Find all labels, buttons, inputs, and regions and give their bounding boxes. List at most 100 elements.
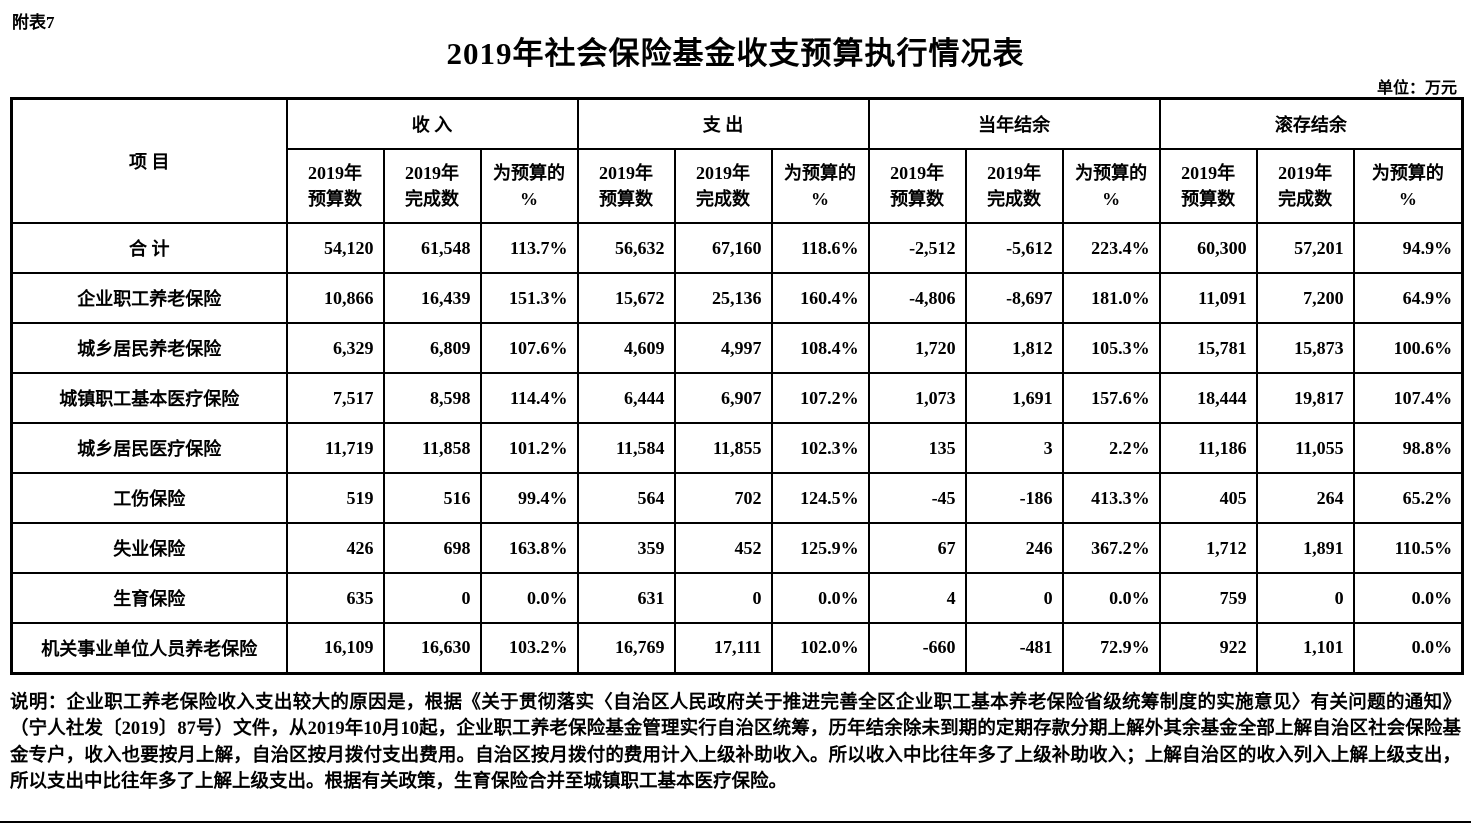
value-cell: 3 (964, 422, 1064, 474)
value-cell: 698 (382, 522, 482, 574)
value-cell: 17,111 (673, 622, 773, 674)
value-cell: 516 (382, 472, 482, 524)
column-group-current-year-balance: 当年结余 (867, 97, 1161, 150)
value-cell: 94.9% (1352, 222, 1464, 274)
value-cell: 19,817 (1255, 372, 1355, 424)
value-cell: 631 (576, 572, 676, 624)
table-row: 生育保险 635 0 0.0% 631 0 0.0% 4 0 0.0% 759 0 0.0% (10, 572, 1464, 624)
value-cell: 107.6% (479, 322, 579, 374)
subcol-label-line1: 2019年 (1181, 162, 1236, 183)
subcol-label-line1: 2019年 (890, 162, 945, 183)
subcol-label-line1: 2019年 (987, 162, 1042, 183)
value-cell: 1,712 (1158, 522, 1258, 574)
row-label: 城镇职工基本医疗保险 (10, 372, 288, 424)
value-cell: 108.4% (770, 322, 870, 374)
value-cell: 100.6% (1352, 322, 1464, 374)
value-cell: 98.8% (1352, 422, 1464, 474)
value-cell: 60,300 (1158, 222, 1258, 274)
subcol-expenditure-budget: 2019年 预算数 (576, 148, 676, 224)
value-cell: 125.9% (770, 522, 870, 574)
value-cell: 107.4% (1352, 372, 1464, 424)
value-cell: 16,769 (576, 622, 676, 674)
value-cell: 99.4% (479, 472, 579, 524)
subcol-rollover-balance-percent-of-budget: 为预算的% (1352, 148, 1464, 224)
value-cell: -5,612 (964, 222, 1064, 274)
value-cell: 67 (867, 522, 967, 574)
value-cell: 0 (964, 572, 1064, 624)
table-row: 机关事业单位人员养老保险 16,109 16,630 103.2% 16,769 17,1… (10, 622, 1464, 674)
value-cell: 18,444 (1158, 372, 1258, 424)
value-cell: 7,200 (1255, 272, 1355, 324)
subcol-expenditure-completed: 2019年 完成数 (673, 148, 773, 224)
value-cell: 0.0% (1352, 622, 1464, 674)
value-cell: 102.0% (770, 622, 870, 674)
value-cell: -8,697 (964, 272, 1064, 324)
subcol-label-line1: 2019年 (308, 162, 362, 183)
subcol-label-line1: 2019年 (405, 162, 459, 183)
value-cell: 61,548 (382, 222, 482, 274)
value-cell: 6,809 (382, 322, 482, 374)
value-cell: 759 (1158, 572, 1258, 624)
table-row: 工伤保险 519 516 99.4% 564 702 124.5% -45 -186 413.3%… (10, 472, 1464, 524)
value-cell: 1,891 (1255, 522, 1355, 574)
value-cell: 11,186 (1158, 422, 1258, 474)
value-cell: 118.6% (770, 222, 870, 274)
value-cell: 413.3% (1061, 472, 1161, 524)
subcol-label-line2: % (1102, 189, 1121, 209)
subcol-rollover-balance-completed: 2019年 完成数 (1255, 148, 1355, 224)
table-row: 城乡居民医疗保险 11,719 11,858 101.2% 11,584 11,855 10… (10, 422, 1464, 474)
value-cell: 16,439 (382, 272, 482, 324)
value-cell: -2,512 (867, 222, 967, 274)
value-cell: 105.3% (1061, 322, 1161, 374)
value-cell: 7,517 (285, 372, 385, 424)
subcol-current-year-balance-completed: 2019年 完成数 (964, 148, 1064, 224)
row-label: 城乡居民养老保险 (10, 322, 288, 374)
value-cell: 1,101 (1255, 622, 1355, 674)
value-cell: 15,781 (1158, 322, 1258, 374)
table-row: 失业保险 426 698 163.8% 359 452 125.9% 67 246 367.2% 1… (10, 522, 1464, 574)
column-group-rollover-balance: 滚存结余 (1158, 97, 1464, 150)
subcol-label-line1: 为预算的 (784, 162, 857, 183)
value-cell: 1,812 (964, 322, 1064, 374)
subcol-label-line2: % (1398, 189, 1417, 209)
value-cell: 1,720 (867, 322, 967, 374)
subcol-label-line2: 预算数 (1181, 189, 1236, 209)
subcol-income-budget: 2019年 预算数 (285, 148, 385, 224)
value-cell: 519 (285, 472, 385, 524)
row-label: 生育保险 (10, 572, 288, 624)
value-cell: 113.7% (479, 222, 579, 274)
value-cell: 0 (382, 572, 482, 624)
value-cell: -45 (867, 472, 967, 524)
value-cell: 922 (1158, 622, 1258, 674)
value-cell: 367.2% (1061, 522, 1161, 574)
value-cell: 0 (1255, 572, 1355, 624)
subcol-label-line2: % (520, 189, 539, 209)
row-label: 工伤保险 (10, 472, 288, 524)
value-cell: 56,632 (576, 222, 676, 274)
column-group-expenditure: 支 出 (576, 97, 870, 150)
subcol-label-line2: 完成数 (696, 189, 751, 209)
value-cell: -660 (867, 622, 967, 674)
subcol-income-percent-of-budget: 为预算的% (479, 148, 579, 224)
row-label: 企业职工养老保险 (10, 272, 288, 324)
value-cell: 6,907 (673, 372, 773, 424)
value-cell: -4,806 (867, 272, 967, 324)
row-label: 失业保险 (10, 522, 288, 574)
value-cell: 107.2% (770, 372, 870, 424)
value-cell: 67,160 (673, 222, 773, 274)
value-cell: 101.2% (479, 422, 579, 474)
item-column-header: 项 目 (10, 97, 288, 224)
table-row: 城乡居民养老保险 6,329 6,809 107.6% 4,609 4,997 108.4%… (10, 322, 1464, 374)
subcol-label-line1: 为预算的 (1371, 162, 1444, 183)
value-cell: 110.5% (1352, 522, 1464, 574)
value-cell: 163.8% (479, 522, 579, 574)
value-cell: 0 (673, 572, 773, 624)
subcol-label-line1: 为预算的 (493, 162, 566, 183)
value-cell: 0.0% (1352, 572, 1464, 624)
value-cell: 0.0% (770, 572, 870, 624)
column-group-income: 收 入 (285, 97, 579, 150)
table-row: 企业职工养老保险 10,866 16,439 151.3% 15,672 25,136 16… (10, 272, 1464, 324)
value-cell: 635 (285, 572, 385, 624)
value-cell: 2.2% (1061, 422, 1161, 474)
value-cell: 57,201 (1255, 222, 1355, 274)
